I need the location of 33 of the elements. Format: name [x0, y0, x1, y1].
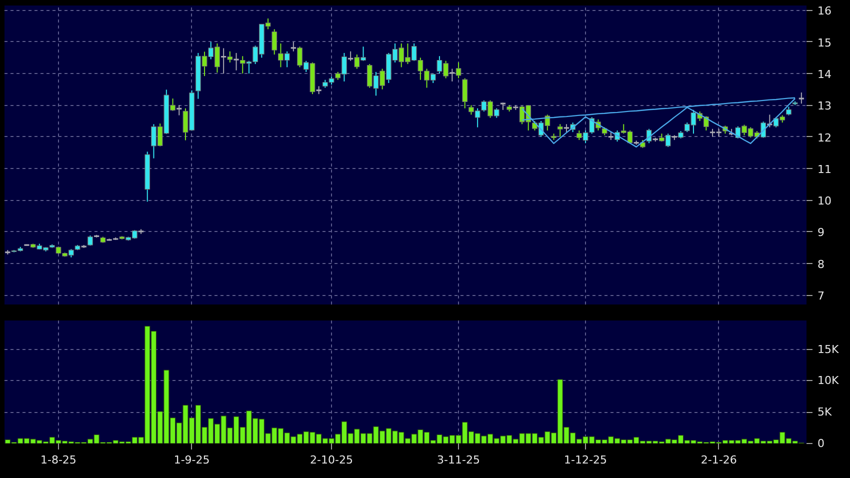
y-tick-label: 11 [818, 162, 832, 176]
candlestick [462, 78, 468, 109]
y-tick-label: 15K [818, 342, 840, 356]
y-tick-label: 16 [818, 4, 832, 18]
x-tick-label: 2-1-26 [700, 454, 737, 466]
y-tick-label: 15 [818, 36, 832, 50]
x-tick-label: 1-12-25 [564, 454, 607, 466]
candlestick [232, 52, 240, 71]
x-tick-label: 1-8-25 [40, 454, 76, 466]
y-tick-label: 10 [818, 194, 832, 208]
x-tick-label: 1-9-25 [174, 454, 210, 466]
y-tick-label: 8 [818, 258, 824, 271]
y-tick-label: 9 [818, 226, 824, 240]
candlestick [227, 50, 233, 63]
candlestick [220, 48, 227, 74]
candlestick [448, 68, 456, 82]
y-tick-label: 13 [818, 100, 832, 113]
candlestick [557, 124, 563, 138]
y-tick-label: 12 [818, 131, 832, 144]
candlestick [347, 50, 354, 62]
candlestick [456, 62, 462, 79]
candlestick [272, 28, 278, 56]
x-tick-label: 3-11-25 [437, 454, 480, 466]
x-tick-label: 2-10-25 [310, 454, 353, 466]
candlestick [766, 114, 774, 128]
y-tick-label: 5K [818, 406, 832, 419]
candlestick [290, 41, 297, 52]
y-tick-label: 10K [818, 374, 840, 388]
y-tick-label: 0 [818, 437, 824, 450]
candlestick [176, 104, 182, 116]
y-tick-label: 7 [818, 290, 824, 303]
candlestick [798, 92, 805, 104]
y-tick-label: 14 [818, 68, 832, 82]
